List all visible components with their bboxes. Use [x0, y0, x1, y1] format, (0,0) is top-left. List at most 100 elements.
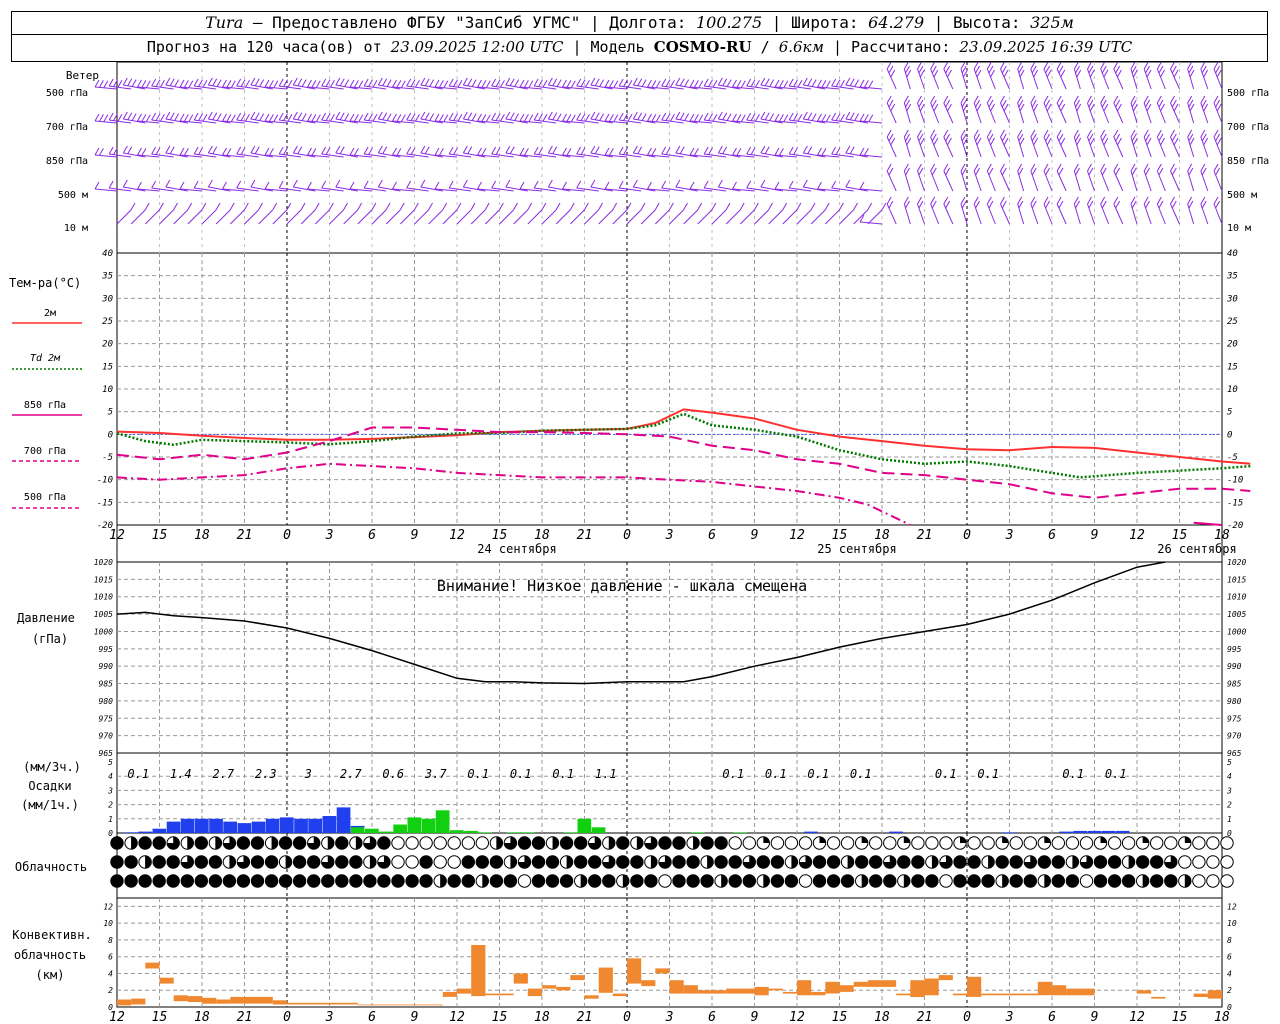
wind-barb-flag: [821, 148, 827, 156]
wind-barb-flag: [357, 202, 363, 211]
hour-label-bottom: 0: [283, 1010, 291, 1024]
wind-barb-flag: [243, 202, 249, 211]
wind-barb-flag: [627, 79, 633, 88]
wind-barb-flag: [976, 69, 982, 78]
cloud-overcast-icon: [770, 874, 785, 888]
wind-barb-flag: [919, 69, 925, 78]
wind-barb-flag: [386, 79, 392, 87]
wind-barb-flag: [1000, 196, 1005, 205]
cloud-3q-fill: [602, 855, 615, 869]
resolution: 6.6км: [778, 38, 824, 56]
temp-ytick-right: 40: [1227, 249, 1238, 259]
cloud-overcast-icon: [1136, 855, 1150, 869]
wind-barb-flag: [1115, 65, 1121, 74]
wind-barb: [519, 86, 543, 90]
wind-barb: [943, 136, 954, 158]
wind-barb-flag: [1088, 133, 1094, 142]
wind-barb-flag: [160, 113, 165, 122]
wind-barb-flag: [962, 69, 968, 78]
cloud-overcast-icon: [897, 855, 911, 869]
temp-ytick-right: 25: [1227, 317, 1238, 327]
cloud-half-fill: [355, 836, 363, 850]
wind-barb: [689, 188, 713, 192]
wind-barb: [222, 188, 245, 192]
wind-barb-flag: [1201, 65, 1207, 74]
wind-barb-flag: [187, 202, 193, 211]
wind-barb-flag: [590, 111, 596, 120]
wind-barb: [604, 86, 628, 90]
wind-barb-flag: [179, 147, 185, 156]
wind-barb: [930, 68, 940, 90]
wind-barb-flag: [1101, 65, 1107, 74]
wind-barb-flag: [917, 163, 922, 172]
cloud-overcast-icon: [264, 874, 279, 888]
cloud-clear-icon: [742, 836, 756, 850]
wind-barb-flag: [1030, 95, 1036, 104]
wind-barb: [619, 119, 642, 124]
wind-barb-flag: [311, 148, 317, 156]
wind-barb-flag: [599, 113, 605, 121]
wind-barb: [343, 209, 359, 225]
pres-ytick-left: 1005: [94, 610, 113, 619]
wind-barb-flag: [774, 147, 780, 156]
conv-bar: [1193, 993, 1208, 997]
conv-bar: [598, 967, 613, 993]
wind-barb: [314, 209, 330, 225]
wind-barb-flag: [903, 129, 909, 138]
wind-barb-flag: [448, 146, 454, 155]
hour-label-bottom: 15: [832, 1010, 848, 1024]
wind-barb-flag: [514, 79, 520, 87]
wind-barb-flag: [386, 113, 392, 121]
wind-barb: [414, 209, 429, 225]
conv-ytick-left: 10: [103, 919, 113, 928]
temp-ytick-right: 30: [1226, 294, 1238, 304]
wind-barb-flag: [169, 78, 175, 87]
wind-barb-flag: [300, 202, 306, 211]
wind-barb-flag: [835, 79, 841, 87]
wind-barb: [491, 187, 514, 192]
wind-barb-flag: [562, 181, 567, 190]
conv-bar: [1151, 996, 1166, 999]
hour-label-bottom: 3: [325, 1010, 334, 1024]
wind-barb: [930, 102, 940, 124]
cloud-half-fill: [847, 855, 854, 869]
cloud-overcast-icon: [250, 874, 265, 888]
wind-barb-flag: [1046, 137, 1052, 146]
wind-barb: [803, 118, 826, 124]
wind-barb: [1030, 170, 1039, 192]
wind-barb-flag: [240, 113, 246, 121]
wind-barbs: [94, 61, 1223, 225]
cloud-overcast-icon: [138, 874, 152, 888]
wind-barb: [590, 118, 613, 124]
wind-barb-flag: [566, 114, 572, 122]
wind-barb-flag: [835, 147, 841, 155]
wind-barb: [519, 188, 543, 192]
wind-barb-flag: [207, 111, 213, 120]
wind-barb-flag: [1003, 103, 1009, 112]
precip-bar-rain: [506, 832, 521, 833]
wind-barb-flag: [1200, 163, 1206, 172]
wind-barb-flag: [768, 202, 773, 211]
wind-barb: [1213, 102, 1223, 124]
wind-barb-flag: [1113, 129, 1119, 138]
precip-bar-rain: [733, 832, 747, 833]
cloud-overcast-icon: [644, 874, 658, 888]
precip-bar-snow: [280, 817, 294, 833]
cloud-clear-icon: [911, 836, 925, 850]
hour-label-top: 15: [832, 528, 848, 543]
wind-barb: [661, 153, 684, 158]
conv-title-2: облачность: [14, 948, 86, 962]
wind-barb-flag: [1171, 133, 1177, 142]
wind-barb: [647, 154, 670, 158]
wind-barb: [94, 154, 118, 158]
wind-barb-flag: [585, 113, 590, 122]
wind-barb-flag: [236, 180, 242, 189]
wind-barb-flag: [918, 167, 924, 176]
wind-barb-flag: [1115, 200, 1121, 209]
wind-barb-flag: [905, 99, 910, 108]
wind-barb-flag: [1019, 103, 1025, 112]
wind-barb-flag: [477, 181, 482, 190]
conv-bar: [967, 976, 982, 997]
wind-barb-flag: [576, 78, 582, 87]
wind-barb-flag: [668, 202, 674, 211]
